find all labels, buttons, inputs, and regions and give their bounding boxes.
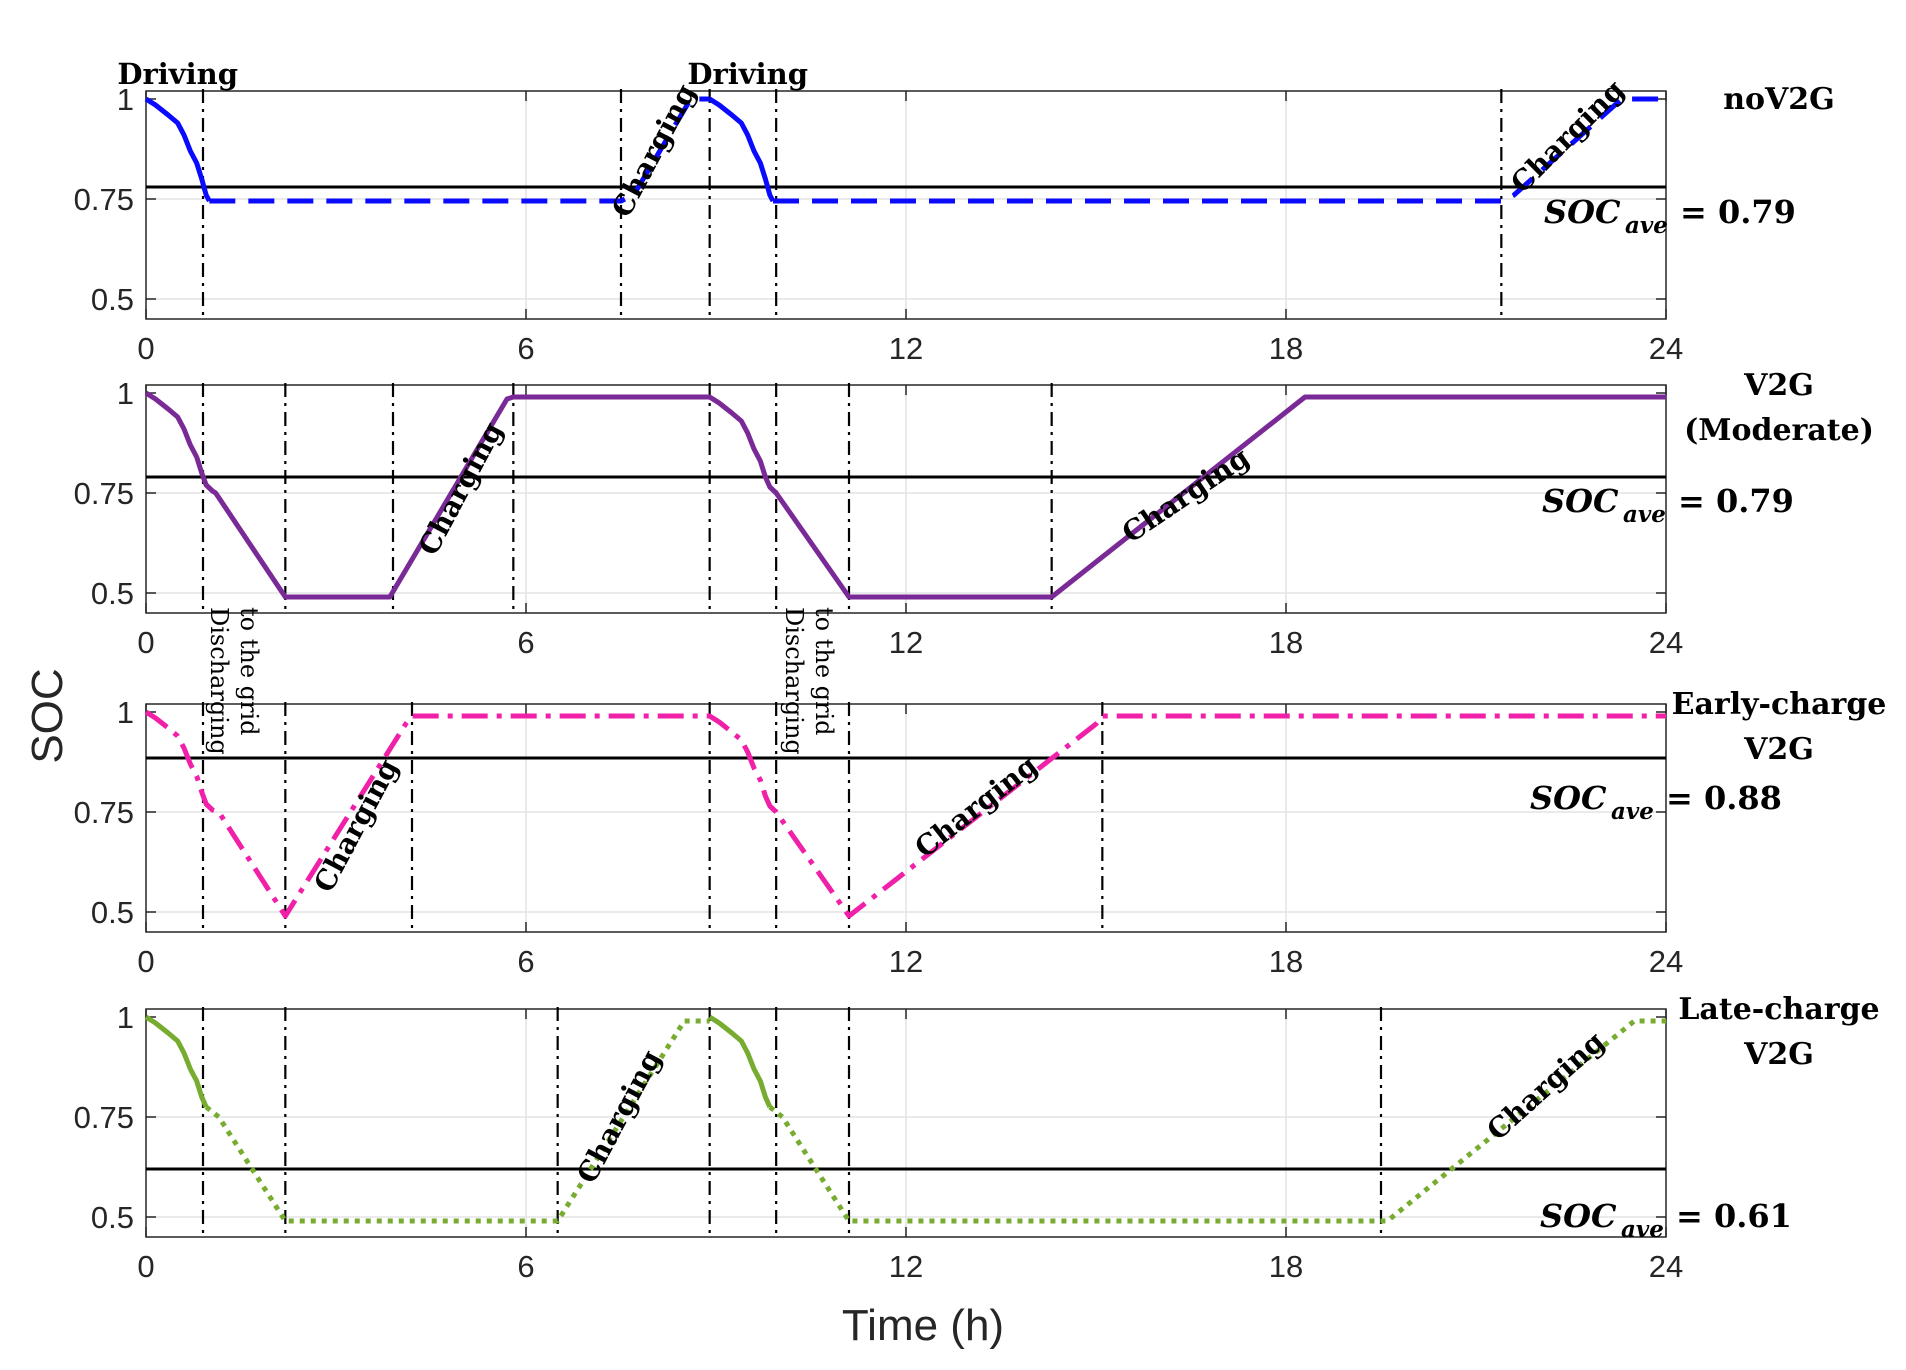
panel-title: noV2G xyxy=(1723,82,1835,117)
charging-annotation: Charging xyxy=(412,416,510,560)
y-tick-label: 0.5 xyxy=(91,282,134,317)
soc-average-symbol: SOC xyxy=(1540,1197,1617,1235)
x-tick-label: 12 xyxy=(889,944,923,979)
y-tick-label: 0.5 xyxy=(91,1200,134,1235)
charging-annotation: Charging xyxy=(1504,73,1630,199)
soc-average-symbol: SOC xyxy=(1530,779,1607,817)
x-tick-label: 18 xyxy=(1269,944,1303,979)
x-tick-label: 24 xyxy=(1649,331,1683,366)
driving-segment xyxy=(708,1014,773,1109)
soc-average-symbol: SOC xyxy=(1544,193,1621,231)
soc-average-value: = 0.88 xyxy=(1666,779,1782,817)
x-tick-label: 18 xyxy=(1269,1249,1303,1284)
y-tick-label: 1 xyxy=(117,1000,134,1035)
discharging-annotation: Discharging to the grid xyxy=(780,607,838,755)
soc-average-subscript: ave xyxy=(1623,501,1666,528)
x-tick-label: 0 xyxy=(137,944,154,979)
y-tick-label: 0.5 xyxy=(91,895,134,930)
x-tick-label: 0 xyxy=(137,1249,154,1284)
driving-segment xyxy=(708,96,776,203)
x-tick-label: 24 xyxy=(1649,1249,1683,1284)
y-tick-label: 0.75 xyxy=(74,1100,134,1135)
panel-title: V2G xyxy=(1743,1037,1814,1072)
panel-early_charge: 0 6 12 18 24 0.5 0.75 1 Charging Charging Discharg… xyxy=(74,607,1887,979)
panel-title: V2G xyxy=(1743,368,1814,403)
x-tick-label: 6 xyxy=(517,1249,534,1284)
x-tick-label: 0 xyxy=(137,625,154,660)
y-tick-label: 1 xyxy=(117,82,134,117)
charging-annotation: Charging xyxy=(1116,441,1255,550)
y-tick-label: 1 xyxy=(117,376,134,411)
x-tick-label: 6 xyxy=(517,625,534,660)
discharging-annotation-line: Discharging xyxy=(205,607,233,755)
soc-average-subscript: ave xyxy=(1621,1216,1664,1243)
discharging-annotation: Discharging to the grid xyxy=(205,607,263,755)
x-tick-label: 18 xyxy=(1269,625,1303,660)
x-tick-label: 18 xyxy=(1269,331,1303,366)
soc-average-subscript: ave xyxy=(1625,212,1668,239)
soc-series-line xyxy=(773,96,1666,204)
x-tick-label: 12 xyxy=(889,625,923,660)
soc-series-line xyxy=(144,390,1666,600)
y-tick-label: 0.75 xyxy=(74,476,134,511)
x-tick-label: 12 xyxy=(889,331,923,366)
x-tick-label: 12 xyxy=(889,1249,923,1284)
charging-annotation: Charging xyxy=(605,78,703,222)
y-tick-label: 1 xyxy=(117,695,134,730)
soc-series-line xyxy=(144,709,1666,919)
discharging-annotation-line: to the grid xyxy=(810,607,838,736)
soc-average-symbol: SOC xyxy=(1542,482,1619,520)
x-axis-label: Time (h) xyxy=(842,1301,1004,1350)
soc-series-line xyxy=(768,1018,1666,1224)
charging-annotation: Charging xyxy=(1480,1025,1610,1147)
driving-segment xyxy=(144,1014,209,1109)
soc-average-value: = 0.79 xyxy=(1680,193,1796,231)
soc-average-value: = 0.61 xyxy=(1676,1197,1792,1235)
y-tick-label: 0.75 xyxy=(74,795,134,830)
driving-segment xyxy=(144,96,212,203)
x-tick-label: 24 xyxy=(1649,625,1683,660)
x-tick-label: 6 xyxy=(517,944,534,979)
y-tick-label: 0.75 xyxy=(74,182,134,217)
y-axis-label: SOC xyxy=(23,668,72,763)
soc-average-subscript: ave xyxy=(1611,798,1654,825)
soc-series-line xyxy=(204,1018,710,1224)
charging-annotation: Charging xyxy=(909,749,1044,865)
panel-v2g_moderate: 0 6 12 18 24 0.5 0.75 1 Charging Charging V2G (Mode… xyxy=(74,368,1874,660)
panel-title: Late-charge xyxy=(1678,992,1879,1027)
y-tick-label: 0.5 xyxy=(91,576,134,611)
x-tick-label: 0 xyxy=(137,331,154,366)
panel-title: Early-charge xyxy=(1672,687,1887,722)
x-tick-label: 24 xyxy=(1649,944,1683,979)
discharging-annotation-line: Discharging xyxy=(780,607,808,755)
panel-title: (Moderate) xyxy=(1684,413,1874,448)
x-tick-label: 6 xyxy=(517,331,534,366)
charging-annotation: Charging xyxy=(307,753,405,897)
driving-label: Driving xyxy=(117,57,238,91)
panel-title: V2G xyxy=(1743,732,1814,767)
soc-series-line xyxy=(209,96,710,204)
panel-nov2g: 0 6 12 18 24 0.5 0.75 1 Charging Charging noV2G SOC… xyxy=(74,73,1835,366)
driving-label: Driving xyxy=(687,57,808,91)
discharging-annotation-line: to the grid xyxy=(235,607,263,736)
soc-average-value: = 0.79 xyxy=(1678,482,1794,520)
panels-group: 0 6 12 18 24 0.5 0.75 1 Charging Charging noV2G SOC… xyxy=(74,57,1887,1284)
